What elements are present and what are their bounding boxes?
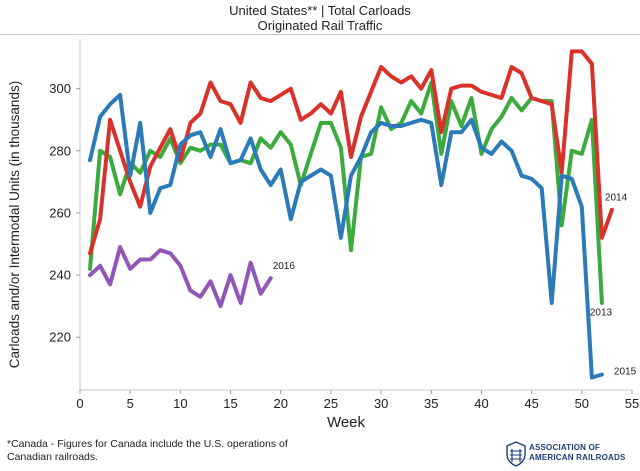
series-label-2016: 2016 [273, 261, 296, 272]
y-tick-label: 260 [49, 205, 71, 220]
y-axis-title: Carloads and/or Intermodal Units (in tho… [7, 81, 22, 368]
line-chart: 0 5 10 15 20 25 30 35 40 45 50 55 220 240 260 280 300 Wee… [7, 39, 639, 431]
x-tick-label: 30 [374, 396, 388, 411]
y-tick-label: 300 [49, 81, 71, 96]
x-tick-label: 0 [76, 396, 83, 411]
aar-logo: ASSOCIATION OF AMERICAN RAILROADS [505, 441, 635, 467]
series-label-2013: 2013 [590, 307, 613, 318]
y-tick-label: 240 [49, 268, 71, 283]
series-label-2015: 2015 [614, 366, 637, 377]
y-tick-label: 220 [49, 330, 71, 345]
x-tick-label: 15 [223, 396, 237, 411]
chart-subtitle: Originated Rail Traffic [257, 18, 383, 33]
railroad-shield-icon [506, 441, 526, 467]
x-tick-label: 25 [324, 396, 338, 411]
x-tick-label: 10 [173, 396, 187, 411]
series-label-2014: 2014 [605, 193, 628, 204]
series-line-2016 [88, 245, 273, 309]
y-tick-label: 280 [49, 143, 71, 158]
logo-line-2: AMERICAN RAILROADS [529, 453, 626, 462]
logo-line-1: ASSOCIATION OF [529, 443, 601, 452]
x-tick-label: 45 [524, 396, 538, 411]
footnote: *Canada - Figures for Canada include the… [7, 438, 288, 463]
series-line-2015 [88, 92, 604, 380]
x-tick-label: 35 [424, 396, 438, 411]
logo-text: ASSOCIATION OF AMERICAN RAILROADS [529, 443, 626, 463]
x-tick-label: 40 [474, 396, 488, 411]
x-tick-label: 55 [625, 396, 639, 411]
chart-header: United States** | Total Carloads Origina… [0, 0, 640, 35]
x-tick-label: 5 [127, 396, 134, 411]
series-line-2014 [88, 49, 614, 256]
x-tick-label: 20 [273, 396, 287, 411]
x-axis-title: Week [327, 414, 366, 431]
x-tick-label: 50 [575, 396, 589, 411]
chart-title: United States** | Total Carloads [229, 3, 411, 18]
